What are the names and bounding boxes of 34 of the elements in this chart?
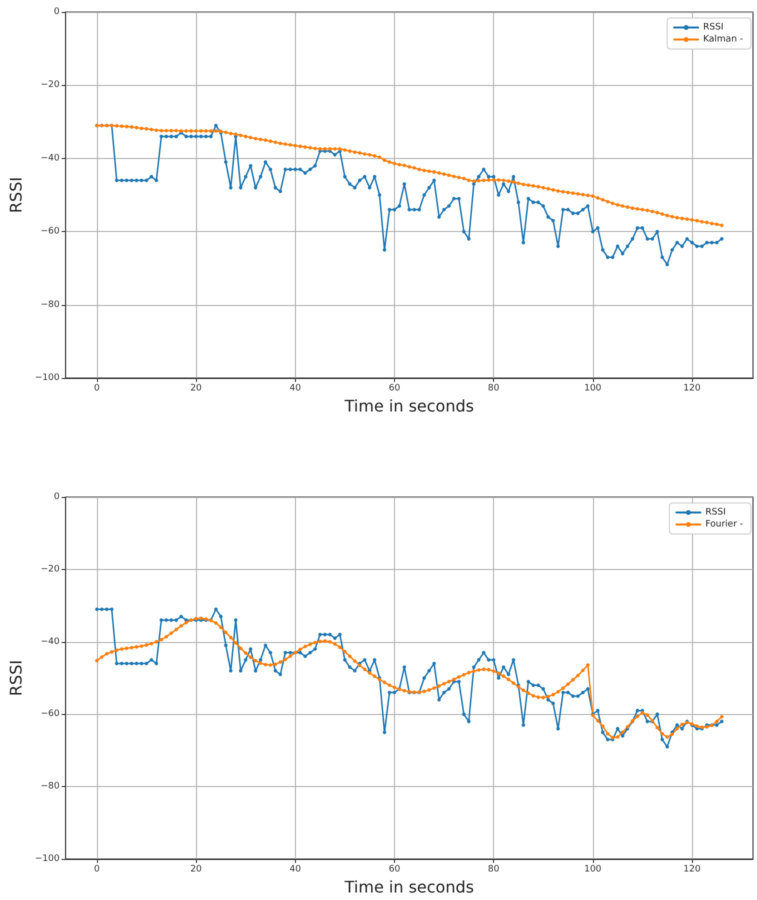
y-tick-label: 0 xyxy=(54,7,60,17)
y-axis-title: RSSI xyxy=(6,176,26,214)
legend-label: RSSI xyxy=(705,508,726,518)
y-tick-label: −80 xyxy=(40,782,60,792)
x-tick-label: 0 xyxy=(94,864,100,874)
x-tick-label: 20 xyxy=(190,384,202,394)
x-tick-label: 100 xyxy=(584,384,602,394)
x-tick-label: 40 xyxy=(290,864,302,874)
x-tick-label: 60 xyxy=(388,384,400,394)
y-tick-label: −40 xyxy=(40,153,60,164)
y-tick-label: −100 xyxy=(34,373,60,383)
y-tick-label: −100 xyxy=(34,854,60,864)
x-axis-title: Time in seconds xyxy=(344,396,474,416)
x-tick-label: 120 xyxy=(683,384,701,394)
y-tick-label: −80 xyxy=(40,300,60,310)
y-tick-label: −60 xyxy=(40,226,60,237)
x-tick-label: 60 xyxy=(388,864,400,874)
legend-label: Kalman - xyxy=(703,34,744,44)
x-tick-label: 120 xyxy=(683,864,701,874)
y-tick-label: −20 xyxy=(40,80,60,90)
legend-label: RSSI xyxy=(703,22,724,32)
x-tick-label: 80 xyxy=(488,384,500,394)
x-tick-label: 100 xyxy=(584,864,602,874)
legend-label: Fourier - xyxy=(705,520,744,530)
y-tick-label: −20 xyxy=(40,564,60,574)
y-axis-title: RSSI xyxy=(6,660,26,696)
y-tick-label: 0 xyxy=(54,492,60,502)
x-tick-label: 80 xyxy=(488,864,500,874)
x-tick-label: 20 xyxy=(190,864,202,874)
y-tick-label: −60 xyxy=(40,709,60,720)
x-tick-label: 40 xyxy=(290,384,302,394)
x-axis-title: Time in seconds xyxy=(344,878,474,896)
y-tick-label: −40 xyxy=(40,636,60,647)
x-tick-label: 0 xyxy=(94,384,100,394)
